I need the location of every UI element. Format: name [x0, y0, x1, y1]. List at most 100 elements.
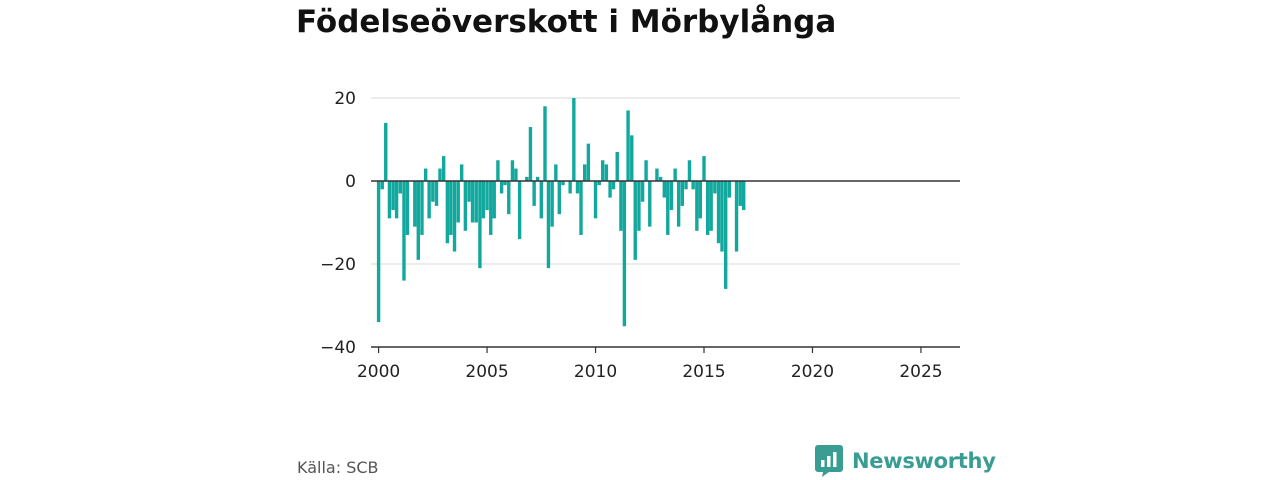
bar — [420, 181, 424, 235]
x-tick-label: 2025 — [899, 362, 942, 382]
bar — [467, 181, 471, 202]
bar — [496, 160, 500, 181]
x-tick-label: 2015 — [682, 362, 725, 382]
bar — [669, 181, 674, 211]
bar — [535, 176, 540, 181]
chart-title: Födelseöverskott i Mörbylånga — [296, 4, 837, 40]
bar — [582, 164, 587, 181]
bar — [474, 181, 478, 223]
bar — [503, 181, 507, 186]
bar — [492, 181, 496, 219]
bar — [676, 181, 681, 227]
x-tick-label: 2005 — [465, 362, 508, 382]
bar — [514, 168, 518, 181]
bar — [546, 181, 551, 269]
axes — [371, 180, 960, 353]
bar — [376, 181, 381, 323]
bar — [507, 181, 511, 215]
y-tick-label: 0 — [345, 172, 356, 192]
bars — [376, 98, 746, 327]
newsworthy-logo-icon — [815, 445, 843, 477]
x-tick-label: 2020 — [791, 362, 834, 382]
bar — [716, 181, 721, 244]
bar — [648, 181, 652, 227]
bar — [463, 181, 468, 231]
bar — [684, 181, 688, 190]
bar — [525, 176, 529, 181]
bar — [691, 181, 695, 190]
bar — [687, 160, 692, 181]
bar — [702, 156, 706, 181]
bar — [438, 168, 442, 181]
bar — [449, 181, 453, 235]
brand-name: Newsworthy — [852, 449, 996, 473]
bar — [423, 168, 428, 181]
bar — [416, 181, 420, 260]
bar — [586, 143, 591, 181]
newsworthy-brand[interactable]: Newsworthy — [815, 445, 996, 477]
bar — [644, 160, 648, 181]
bar — [380, 181, 384, 190]
bar — [597, 181, 601, 186]
y-axis-labels: 20 0 −20 −40 — [320, 89, 356, 358]
gridlines — [371, 97, 960, 265]
x-tick-label: 2010 — [574, 362, 617, 382]
bar — [709, 181, 713, 231]
bar — [727, 181, 732, 198]
bar — [445, 181, 450, 244]
bar — [640, 181, 645, 202]
bar — [452, 181, 457, 252]
bar — [550, 181, 554, 227]
bar — [557, 181, 562, 215]
bar — [481, 181, 486, 219]
bar — [543, 106, 547, 181]
bar — [724, 181, 728, 289]
bar — [720, 181, 724, 252]
bar — [622, 181, 627, 327]
bar — [456, 181, 460, 223]
bar — [662, 181, 667, 198]
bar — [394, 181, 399, 219]
bar — [706, 181, 710, 235]
bar — [489, 181, 493, 235]
bar — [532, 181, 536, 206]
bar — [630, 135, 634, 181]
bar — [427, 181, 431, 219]
bar — [673, 168, 677, 181]
bar — [738, 181, 742, 206]
bar — [431, 181, 435, 202]
bar — [470, 181, 475, 223]
bar — [658, 176, 663, 181]
bar — [608, 181, 612, 198]
bar — [459, 164, 464, 181]
bar — [713, 181, 717, 194]
y-tick-label: −40 — [320, 338, 356, 358]
bar — [398, 181, 402, 194]
bar — [405, 181, 410, 235]
bar — [626, 110, 630, 181]
bar — [593, 181, 598, 219]
bar — [619, 181, 623, 231]
bar — [666, 181, 670, 235]
bar — [655, 168, 659, 181]
bar — [611, 181, 616, 190]
y-tick-label: 20 — [334, 89, 356, 109]
bar — [572, 98, 576, 181]
bar — [698, 181, 703, 219]
x-tick-label: 2000 — [357, 362, 400, 382]
bar — [601, 160, 605, 181]
bar — [539, 181, 543, 219]
bar — [637, 181, 641, 231]
bar — [402, 181, 406, 281]
x-axis-labels: 2000 2005 2010 2015 2020 2025 — [357, 362, 943, 382]
bar — [384, 122, 388, 181]
bar — [391, 181, 395, 211]
bar — [561, 181, 565, 186]
bar — [554, 164, 558, 181]
bar — [633, 181, 637, 260]
bar — [441, 156, 446, 181]
bar — [734, 181, 739, 252]
bar — [695, 181, 699, 231]
bar — [499, 181, 504, 194]
